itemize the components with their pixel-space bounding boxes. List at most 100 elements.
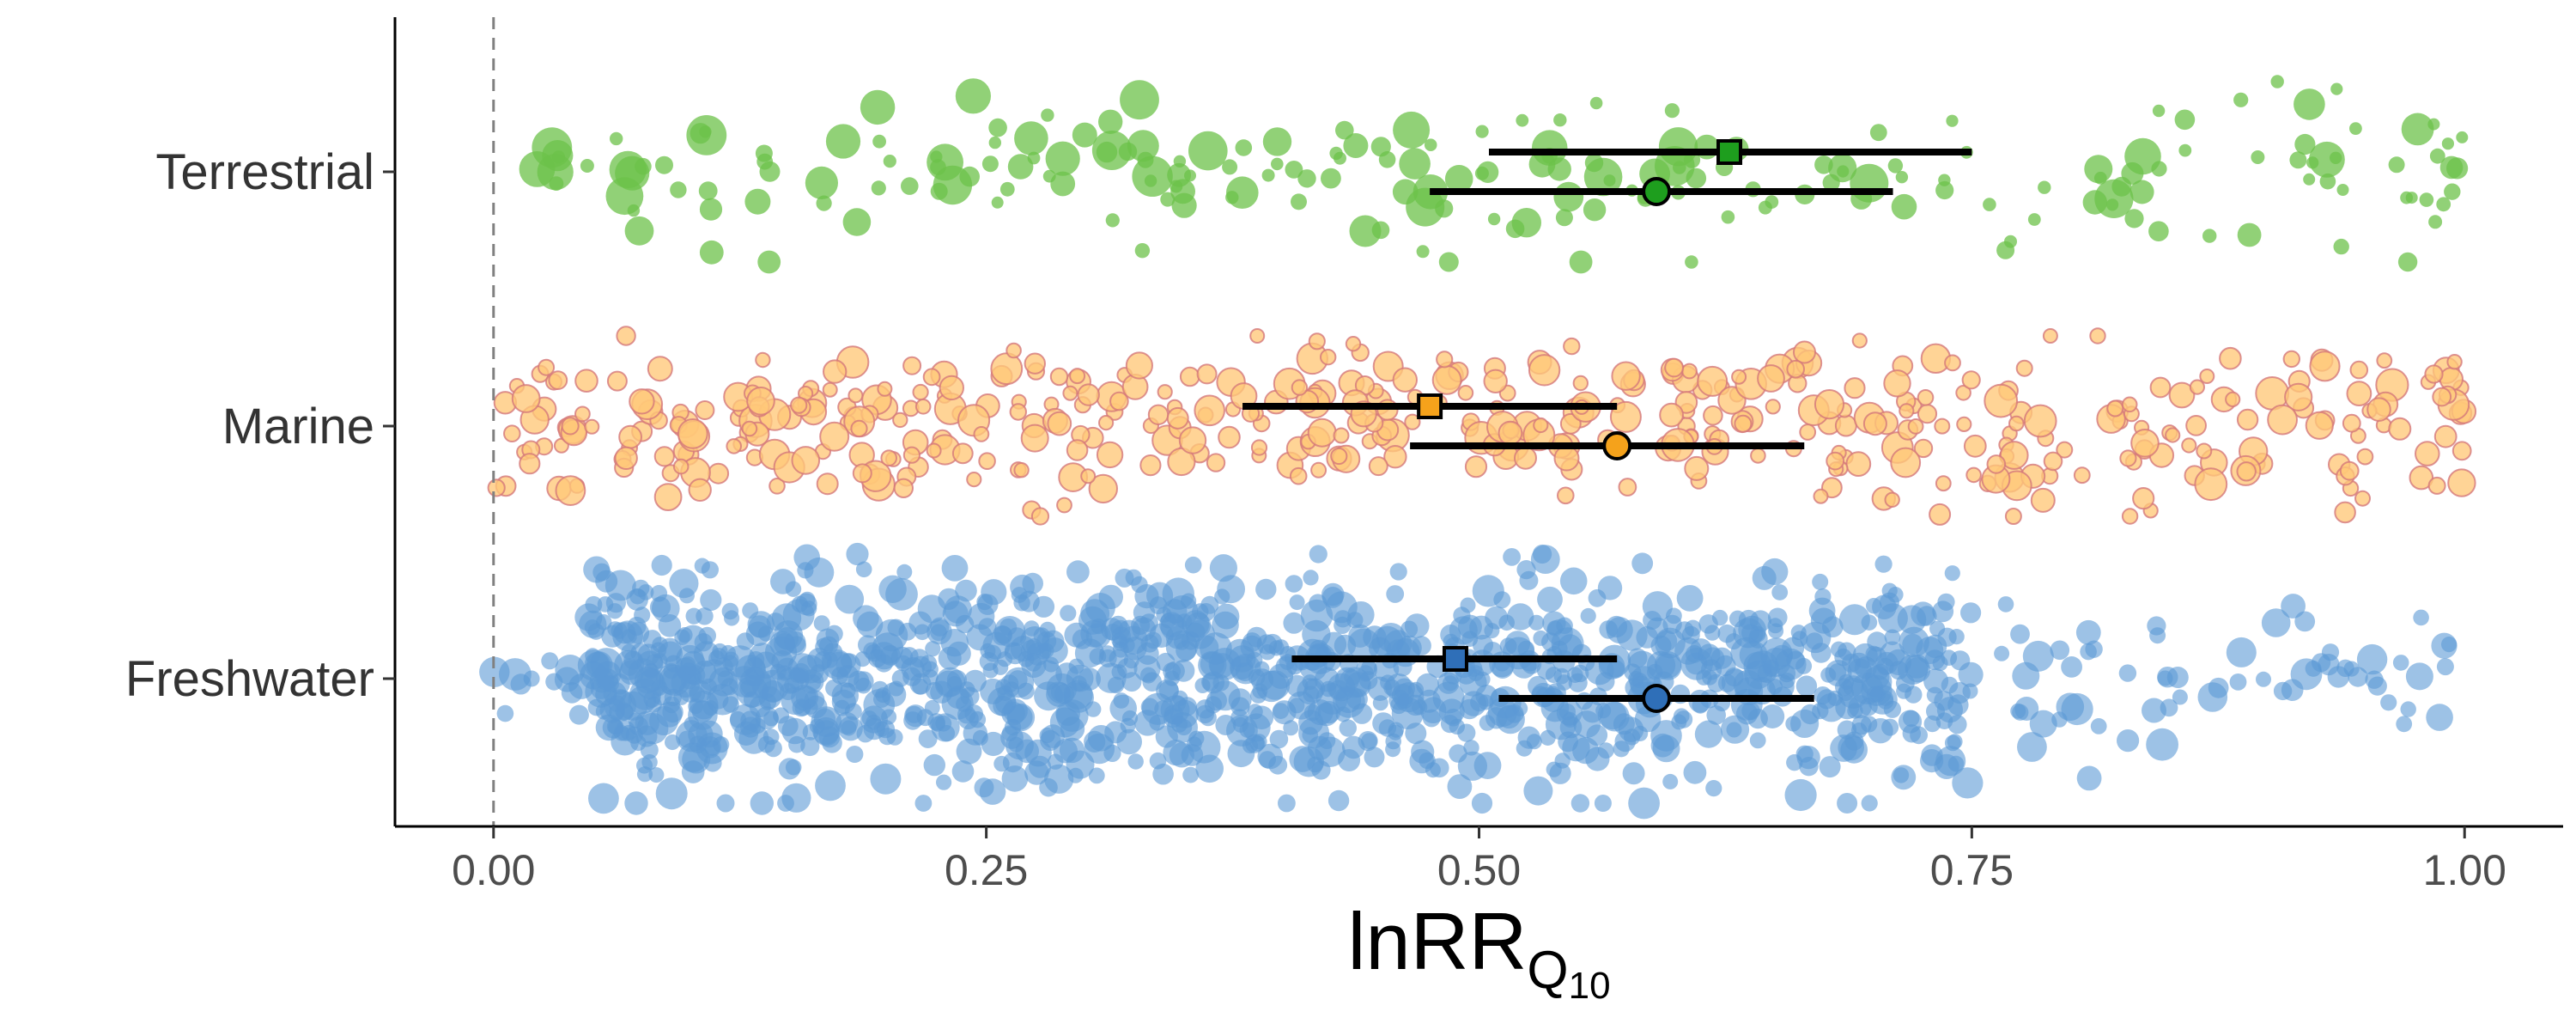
point (1618, 478, 1637, 497)
point (1799, 424, 1817, 441)
point (1109, 694, 1137, 722)
point (1125, 569, 1142, 586)
point (1013, 462, 1030, 478)
point (930, 680, 953, 704)
point (1235, 139, 1253, 156)
point (2354, 490, 2371, 507)
point (1731, 369, 1747, 385)
point (626, 588, 648, 611)
point (1000, 674, 1019, 693)
point (1910, 726, 1929, 745)
point (785, 759, 802, 776)
point (1673, 708, 1690, 724)
point (936, 774, 952, 790)
point (1752, 565, 1777, 590)
point (538, 358, 556, 376)
point (974, 777, 994, 798)
point (1302, 727, 1318, 743)
point (2413, 609, 2429, 626)
point (2367, 676, 2387, 696)
point (1595, 703, 1612, 719)
point (951, 442, 974, 465)
point (1724, 667, 1744, 687)
point (1571, 664, 1589, 683)
point (519, 453, 541, 475)
point (1077, 383, 1100, 406)
point (800, 736, 820, 757)
point (736, 675, 769, 708)
point (2008, 415, 2025, 432)
point (1005, 342, 1022, 359)
point (2208, 677, 2229, 698)
point (1359, 671, 1378, 690)
point (2339, 460, 2360, 481)
point (1952, 767, 1984, 799)
point (1118, 142, 1138, 162)
points-freshwater (479, 542, 2458, 820)
point (561, 682, 583, 704)
freshwater-circle-estimate (1642, 684, 1672, 713)
point (2080, 643, 2097, 661)
point (2366, 397, 2391, 423)
point (1530, 545, 1560, 574)
x-axis-ticks: 0.00 0.25 0.50 0.75 1.00 (452, 826, 2506, 894)
point (1504, 704, 1524, 723)
point (1474, 166, 1489, 180)
point (1072, 122, 1097, 148)
point (842, 208, 872, 236)
point (1622, 762, 1645, 785)
point (2447, 468, 2476, 497)
point (1230, 655, 1254, 680)
point (1049, 367, 1069, 387)
point (1887, 158, 1904, 174)
point (1697, 365, 1728, 397)
point (914, 399, 932, 415)
point (941, 555, 969, 582)
point (2409, 465, 2434, 491)
point (1935, 180, 1954, 200)
point (2174, 109, 2196, 131)
point (1166, 406, 1189, 430)
point (2436, 658, 2454, 676)
point (757, 250, 781, 274)
x-axis-title-main: lnRR (1347, 896, 1527, 986)
point (2428, 215, 2443, 229)
point (496, 704, 514, 722)
point (1537, 586, 1563, 613)
point (1934, 417, 1951, 435)
point (2152, 104, 2166, 118)
point (1334, 610, 1352, 628)
point (903, 711, 922, 730)
point (479, 656, 510, 687)
point (1642, 591, 1673, 622)
point (2073, 466, 2091, 485)
point (610, 131, 623, 146)
point (816, 472, 839, 496)
point (880, 449, 897, 467)
point (1684, 619, 1702, 637)
point (2202, 229, 2217, 243)
point (695, 400, 715, 420)
point (1268, 755, 1288, 775)
point (2185, 415, 2208, 436)
point (1725, 633, 1742, 650)
point (1728, 610, 1747, 627)
point (755, 706, 779, 730)
point (1386, 585, 1405, 603)
terrestrial-circle-estimate (1642, 177, 1672, 206)
point (1271, 157, 1284, 171)
point (1140, 634, 1159, 653)
point (1583, 198, 1607, 222)
point (1800, 704, 1820, 725)
point (1062, 385, 1078, 401)
point (1393, 111, 1431, 149)
point (2149, 376, 2172, 399)
point (1594, 795, 1612, 812)
point (1684, 455, 1710, 481)
point (1516, 560, 1536, 580)
point (1424, 138, 1437, 151)
point (1132, 155, 1173, 197)
point (1050, 171, 1076, 197)
point (811, 706, 842, 737)
point (1851, 332, 1868, 349)
